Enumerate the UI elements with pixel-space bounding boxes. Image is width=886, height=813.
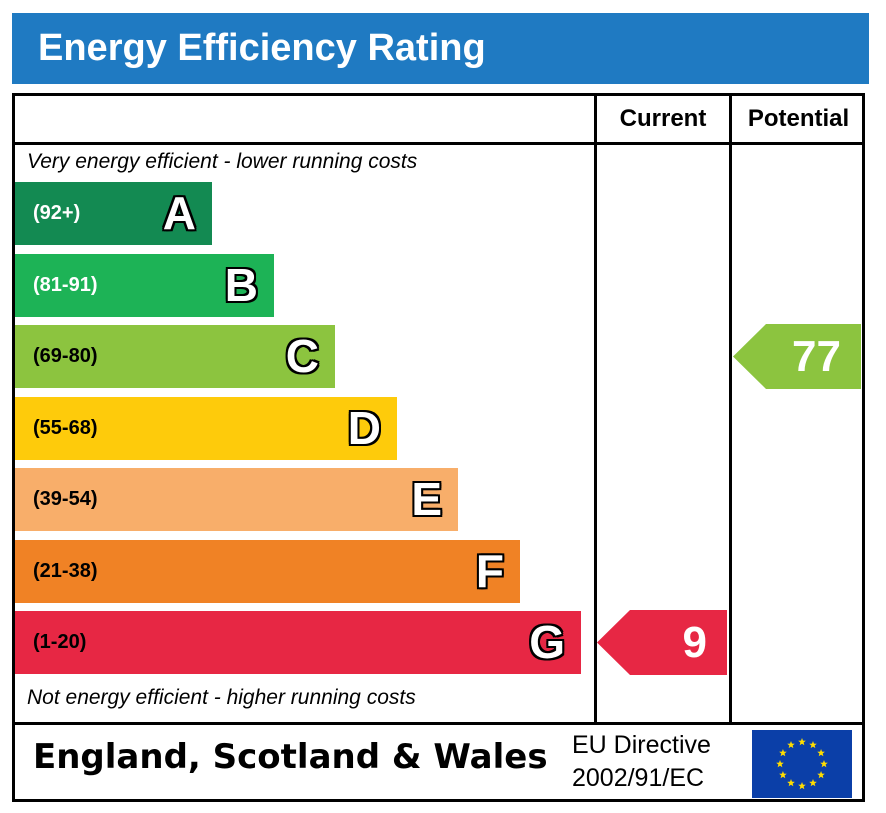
header-rule: [12, 142, 865, 145]
current-arrow-shape: [597, 610, 727, 675]
chart-title: Energy Efficiency Rating: [38, 27, 486, 69]
eu-star-icon: [817, 771, 825, 779]
band-e: (39-54) E: [15, 468, 458, 531]
band-f: (21-38) F: [15, 540, 520, 603]
band-range-label: (69-80): [33, 345, 98, 367]
eu-star-icon: [809, 740, 817, 749]
band-range-label: (92+): [33, 202, 81, 224]
eu-flag-stars: [776, 738, 828, 790]
band-c: (69-80) C: [15, 325, 335, 388]
potential-rating-arrow: 77: [733, 324, 861, 389]
current-header: Current: [619, 105, 707, 132]
band-range-label: (39-54): [33, 488, 98, 510]
eu-star-icon: [809, 779, 817, 787]
eu-star-icon: [787, 779, 795, 787]
band-range-label: (81-91): [33, 274, 98, 296]
current-rating-arrow: 9: [597, 610, 727, 675]
eu-star-icon: [820, 760, 828, 768]
eu-star-icon: [798, 782, 806, 790]
footer-rule: [12, 722, 865, 725]
title-bar: Energy Efficiency Rating: [12, 13, 869, 84]
potential-arrow-shape: [733, 324, 861, 389]
current-rating-value: 9: [682, 618, 707, 667]
band-letter: C: [285, 330, 319, 382]
eu-star-icon: [798, 738, 806, 746]
band-range-label: (1-20): [33, 631, 87, 653]
footer-region: England, Scotland & Wales: [33, 737, 548, 777]
band-a: (92+) A: [15, 182, 212, 245]
band-g: (1-20) G: [15, 611, 581, 674]
band-range-label: (21-38): [33, 560, 98, 582]
band-letter: D: [347, 402, 381, 454]
band-letter: E: [411, 473, 442, 525]
bottom-caption: Not energy efficient - higher running co…: [27, 686, 416, 709]
eu-star-icon: [779, 749, 787, 757]
band-letter: A: [162, 187, 196, 239]
eu-flag-icon: [752, 730, 852, 798]
divider-potential-left: [729, 93, 732, 725]
band-b: (81-91) B: [15, 254, 274, 317]
potential-header: Potential: [747, 105, 850, 132]
band-letter: F: [475, 545, 504, 597]
eu-star-icon: [817, 749, 825, 757]
band-d: (55-68) D: [15, 397, 397, 460]
potential-rating-value: 77: [792, 332, 841, 381]
divider-current-left: [594, 93, 597, 725]
eu-star-icon: [776, 760, 784, 768]
band-range-label: (55-68): [33, 417, 98, 439]
rating-frame: [12, 93, 865, 802]
eu-star-icon: [779, 771, 787, 779]
eu-directive-label: EU Directive: [572, 731, 711, 759]
top-caption: Very energy efficient - lower running co…: [27, 150, 418, 173]
eu-star-icon: [787, 740, 795, 749]
eu-directive-number: 2002/91/EC: [572, 764, 705, 792]
band-letter: B: [224, 259, 258, 311]
band-letter: G: [529, 616, 565, 668]
